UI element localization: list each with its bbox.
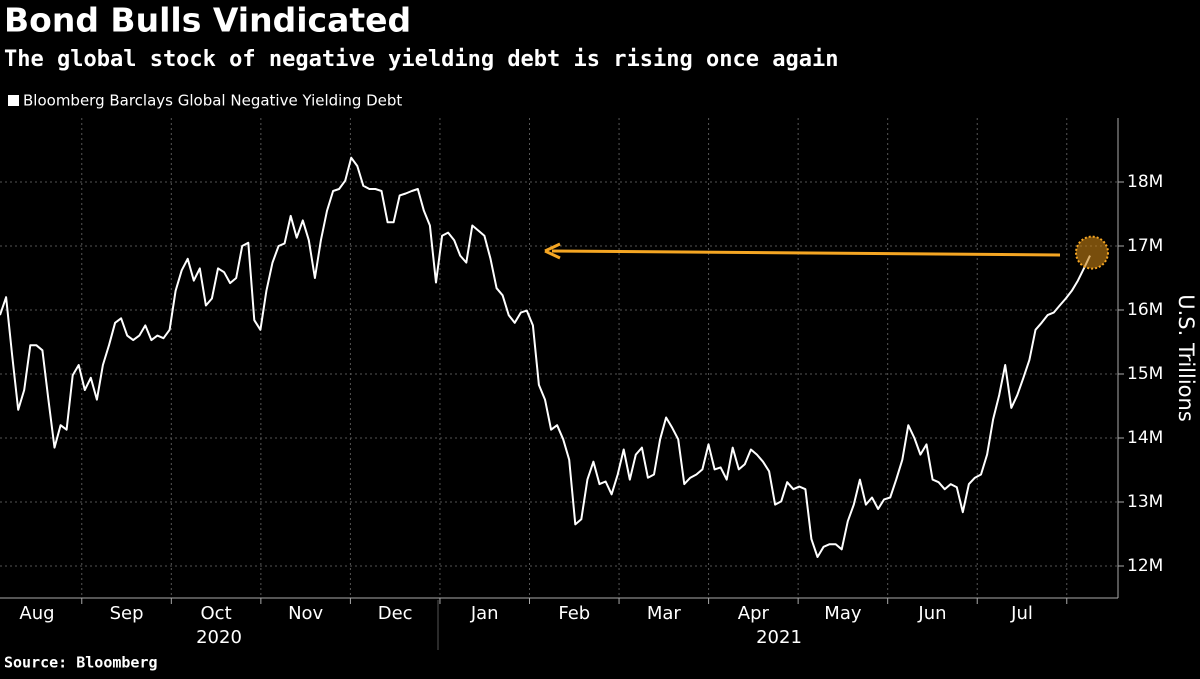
x-tick-label: Jun [917, 603, 946, 624]
y-tick-label: 18M [1127, 172, 1163, 192]
arrow [551, 249, 1061, 257]
source: Source: Bloomberg [4, 654, 158, 672]
legend-swatch [8, 95, 19, 106]
chart-subtitle: The global stock of negative yielding de… [4, 47, 838, 72]
y-axis-label: U.S. Trillions [1174, 294, 1198, 422]
line [0, 156, 1091, 558]
highlight [1075, 235, 1109, 270]
x-tick-label: Oct [201, 603, 232, 624]
legend-label: Bloomberg Barclays Global Negative Yield… [23, 92, 402, 110]
y-tick-label: 14M [1127, 428, 1163, 448]
y-tick-label: 16M [1127, 300, 1163, 320]
x-tick-label: Sep [110, 603, 144, 624]
x-tick-label: Jul [1010, 603, 1033, 624]
y-tick-label: 12M [1127, 556, 1163, 576]
arrow-head [544, 242, 561, 260]
year-label: 2021 [756, 627, 802, 648]
x-tick-label: Feb [558, 603, 590, 624]
x-tick-label: Aug [19, 603, 54, 624]
chart-title: Bond Bulls Vindicated [4, 1, 411, 40]
x-tick-label: Dec [378, 603, 413, 624]
x-tick-label: May [824, 603, 862, 624]
x-tick-label: Mar [647, 603, 682, 624]
y-tick-label: 13M [1127, 492, 1163, 512]
y-tick-label: 15M [1127, 364, 1163, 384]
x-tick-label: Jan [470, 603, 499, 624]
year-label: 2020 [196, 627, 242, 648]
x-tick-label: Apr [738, 603, 770, 624]
y-tick-label: 17M [1127, 236, 1163, 256]
x-tick-label: Nov [288, 603, 323, 624]
